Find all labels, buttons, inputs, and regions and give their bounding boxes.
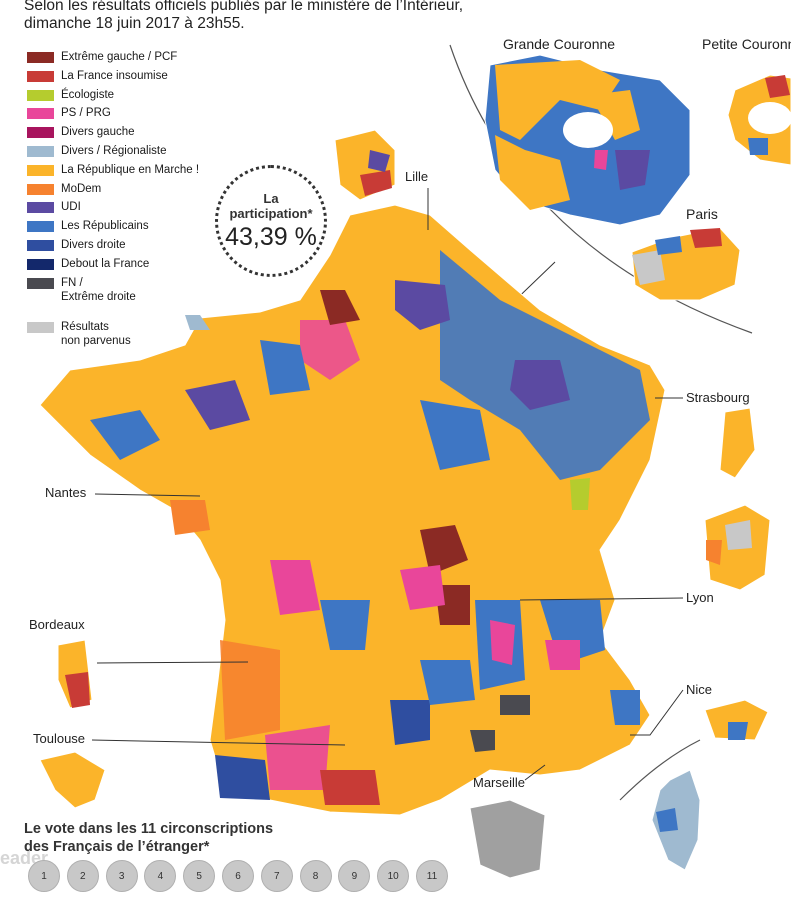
lille-inset	[334, 129, 396, 201]
inset-arc	[449, 44, 753, 334]
legend-label: Divers droite	[61, 238, 126, 251]
petite-couronne-inset	[727, 74, 791, 166]
legend-label: UDI	[61, 201, 81, 214]
legend-label: La France insoumise	[61, 69, 168, 82]
city-label-lille: Lille	[405, 169, 429, 184]
legend-swatch	[27, 277, 54, 289]
legend-item: UDI	[27, 200, 227, 219]
participation-badge: La participation* 43,39 %	[215, 165, 327, 277]
legend-swatch	[27, 202, 54, 214]
header-line-2: dimanche 18 juin 2017 à 23h55.	[24, 15, 245, 32]
circonscription-button-11[interactable]: 11	[415, 860, 448, 892]
circonscription-button-1[interactable]: 1	[28, 860, 60, 892]
legend-item: Écologiste	[27, 88, 227, 107]
circonscription-button-7[interactable]: 7	[260, 860, 293, 892]
legend-swatch	[27, 239, 54, 251]
lyon-inset	[704, 504, 771, 591]
legend-label: PS / PRG	[61, 107, 111, 120]
legend-label: Résultats non parvenus	[61, 320, 131, 347]
header: Selon les résultats officiels publiés pa…	[24, 0, 463, 33]
city-label-nantes: Nantes	[45, 485, 87, 500]
legend-swatch	[27, 89, 54, 101]
legend-label: Écologiste	[61, 88, 115, 101]
legend-swatch	[27, 127, 54, 139]
legend-label: FN / Extrême droite	[61, 276, 136, 303]
legend-item: PS / PRG	[27, 106, 227, 125]
toulouse-inset	[39, 751, 106, 809]
legend-swatch	[27, 145, 54, 157]
corsica-arc	[619, 739, 701, 801]
legend-label: Debout la France	[61, 257, 150, 270]
legend-label: La République en Marche !	[61, 163, 200, 176]
grande-couronne-inset	[484, 54, 691, 226]
circonscription-button-4[interactable]: 4	[144, 860, 177, 892]
legend-item: MoDem	[27, 182, 227, 201]
inset-title-grande-couronne: Grande Couronne	[503, 36, 616, 52]
legend-item: Résultats non parvenus	[27, 320, 227, 354]
city-label-toulouse: Toulouse	[33, 731, 86, 746]
france-mainland	[39, 204, 666, 816]
legend: Extrême gauche / PCF La France insoumise É…	[27, 50, 227, 354]
strasbourg-inset	[719, 407, 756, 479]
nantes-line	[94, 493, 201, 497]
lyon-line	[519, 597, 684, 601]
circonscriptions-row: 1 2 3 4 5 6 7 8 9 10 11	[28, 860, 455, 892]
circonscription-button-9[interactable]: 9	[338, 860, 371, 892]
circonscription-button-10[interactable]: 10	[377, 860, 410, 892]
legend-label: Extrême gauche / PCF	[61, 51, 178, 63]
legend-swatch	[27, 183, 54, 195]
nice-inset	[704, 699, 769, 741]
circonscription-button-8[interactable]: 8	[299, 860, 332, 892]
legend-swatch	[27, 321, 54, 333]
city-label-marseille: Marseille	[473, 775, 526, 790]
legend-swatch	[27, 164, 54, 176]
paris-inset	[631, 227, 741, 301]
marseille-inset	[469, 799, 546, 879]
legend-label: MoDem	[61, 182, 102, 195]
marseille-line	[524, 764, 546, 781]
nice-line	[630, 689, 684, 736]
participation-value: 43,39 %	[225, 222, 317, 251]
legend-label: Les Républicains	[61, 220, 149, 233]
legend-item: Divers / Régionaliste	[27, 144, 227, 163]
legend-item: La France insoumise	[27, 69, 227, 88]
legend-label: Divers / Régionaliste	[61, 144, 167, 157]
toulouse-line	[91, 739, 346, 746]
legend-label: Divers gauche	[61, 126, 135, 139]
legend-swatch	[27, 221, 54, 233]
city-label-nice: Nice	[686, 682, 713, 697]
circonscription-button-6[interactable]: 6	[221, 860, 254, 892]
legend-item: Divers gauche	[27, 125, 227, 144]
city-label-lyon: Lyon	[686, 590, 714, 605]
legend-item: Divers droite	[27, 238, 227, 257]
legend-swatch	[27, 52, 54, 63]
legend-item: La République en Marche !	[27, 163, 227, 182]
city-label-bordeaux: Bordeaux	[29, 617, 85, 632]
legend-swatch	[27, 108, 54, 120]
circonscription-button-5[interactable]: 5	[183, 860, 216, 892]
legend-item: FN / Extrême droite	[27, 276, 227, 310]
circonscription-button-2[interactable]: 2	[66, 860, 99, 892]
legend-item: Extrême gauche / PCF	[27, 50, 227, 69]
bordeaux-line	[96, 661, 249, 664]
circonscription-button-3[interactable]: 3	[105, 860, 138, 892]
header-line-1: Selon les résultats officiels publiés pa…	[24, 0, 464, 14]
legend-swatch	[27, 70, 54, 82]
participation-label: La participation*	[229, 190, 313, 221]
abroad-title: Le vote dans les 11 circonscriptions des…	[24, 821, 274, 855]
bordeaux-inset	[57, 639, 93, 709]
inset-title-paris: Paris	[686, 206, 718, 222]
legend-item: Debout la France	[27, 257, 227, 276]
corsica	[651, 769, 701, 871]
legend-swatch	[27, 258, 54, 270]
inset-title-petite-couronne: Petite Couronne	[702, 36, 791, 52]
legend-item: Les Républicains	[27, 219, 227, 238]
city-label-strasbourg: Strasbourg	[686, 390, 750, 405]
